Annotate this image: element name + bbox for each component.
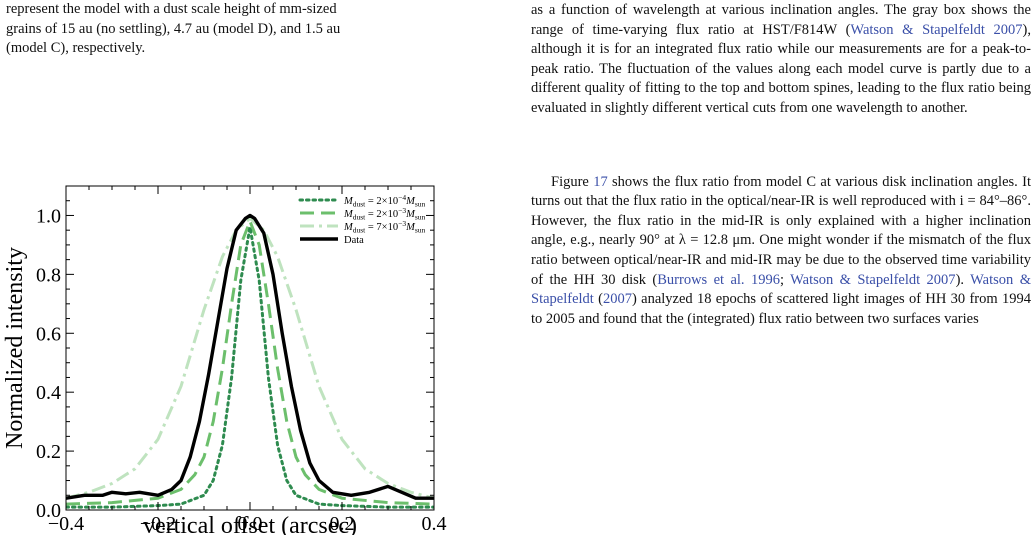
p2-text-b: shows the flux ratio from model C at var… — [531, 173, 1031, 288]
citation-watson-stapelfeldt[interactable]: Watson & Stapelfeldt 2007 — [850, 21, 1023, 38]
legend-label-0: Mdust = 2×10−4Msun — [343, 193, 426, 209]
x-tick-label: 0.0 — [238, 513, 263, 535]
p2-text-e: ) analyzed 18 epochs of scattered light … — [531, 291, 1031, 327]
right-column: as a function of wavelength at various i… — [531, 0, 1031, 329]
citation-year-2007[interactable]: 2007 — [602, 291, 632, 308]
x-tick-label: 0.4 — [422, 513, 447, 535]
y-tick-label: 0.4 — [36, 382, 61, 404]
legend-label-3: Data — [344, 235, 364, 246]
y-tick-label: 0.6 — [36, 323, 61, 345]
figure-17-link[interactable]: 17 — [593, 173, 608, 190]
p1-text-a: as a function of wavelength at various i… — [531, 2, 1031, 38]
legend-label-1: Mdust = 2×10−3Msun — [343, 206, 426, 222]
intensity-profile-chart: −0.4 −0.2 0.0 0.2 0.4 0.0 0.2 0.4 0.6 0.8 1.0 verti… — [2, 185, 447, 539]
paragraph-2: Figure 17 shows the flux ratio from mode… — [531, 173, 1031, 330]
series-line-0 — [66, 225, 434, 509]
left-intro-line-1: represent the model with a dust scale he… — [6, 1, 337, 17]
series-line-3 — [66, 213, 434, 500]
citation-burrows[interactable]: Burrows et al. 1996 — [657, 271, 780, 288]
legend-label-2: Mdust = 7×10−3Msun — [343, 219, 426, 235]
x-tick-label: −0.4 — [48, 513, 84, 535]
paragraph-1: as a function of wavelength at various i… — [531, 1, 1031, 119]
p2-text-d: ( — [593, 291, 603, 308]
series-line-1 — [66, 219, 434, 506]
left-intro-line-2: grains of 15 au (no settling), 4.7 au (m… — [6, 20, 341, 37]
figure: −0.4 −0.2 0.0 0.2 0.4 0.0 0.2 0.4 0.6 0.8 1.0 verti… — [0, 178, 500, 539]
x-tick-label: 0.2 — [330, 513, 355, 535]
x-axis-label: vertical offset (arcsec) — [143, 513, 357, 535]
p2-text-a: Figure — [551, 173, 594, 190]
citation-watson-stapelfeldt-2[interactable]: Watson & Stapelfeldt 2007 — [790, 271, 956, 288]
y-tick-label: 1.0 — [36, 205, 61, 227]
y-axis-label: Normalized intensity — [2, 247, 28, 449]
p1-text-b: ), although it is for an integrated flux… — [531, 21, 1031, 116]
p2-sep: ; — [779, 271, 791, 288]
citation-watson-stapelfeldt-3[interactable]: Watson & Stapelfeldt — [531, 271, 1031, 308]
y-tick-label: 0.8 — [36, 264, 61, 286]
p2-text-c: ). — [955, 271, 971, 288]
y-tick-label: 0.0 — [36, 500, 61, 522]
left-intro-line-3: (model C), respectively. — [6, 40, 146, 57]
left-column: represent the model with a dust scale he… — [6, 0, 502, 59]
series-line-2 — [66, 216, 434, 500]
y-tick-label: 0.2 — [36, 441, 61, 463]
x-tick-label: −0.2 — [140, 513, 176, 535]
